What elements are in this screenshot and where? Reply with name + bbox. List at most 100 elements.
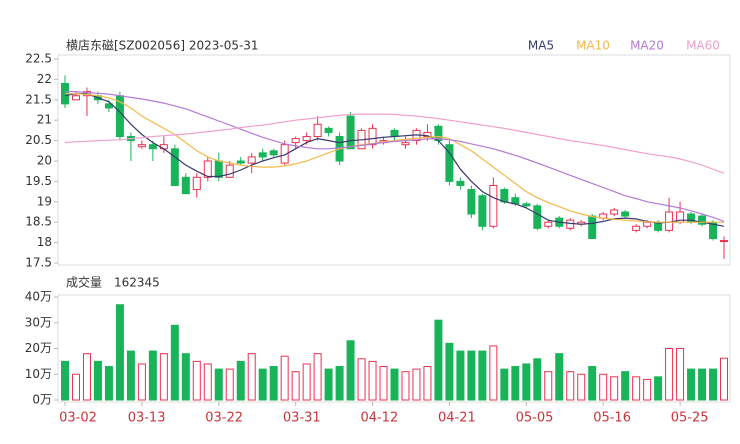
volume-bar <box>214 368 223 401</box>
y-tick-label: 17.5 <box>25 256 52 270</box>
volume-bar <box>302 363 311 401</box>
volume-bar <box>654 376 663 401</box>
y-tick-label: 22 <box>37 72 52 86</box>
volume-bar <box>445 342 454 401</box>
volume-bar <box>522 363 531 401</box>
y-tick-label: 20万 <box>25 341 52 355</box>
candle-body <box>71 95 80 101</box>
volume-bar <box>181 353 190 401</box>
y-tick-label: 30万 <box>25 315 52 329</box>
volume-bar <box>676 348 685 401</box>
ma-line <box>64 113 725 174</box>
candle-body <box>324 127 333 133</box>
candle-body <box>203 160 212 178</box>
volume-bar <box>148 350 157 401</box>
volume-bar <box>192 360 201 401</box>
candle-body <box>533 205 542 229</box>
y-tick-label: 18 <box>37 235 52 249</box>
volume-bar <box>401 371 410 401</box>
x-tick-label: 03-02 <box>59 411 97 426</box>
volume-bar <box>588 366 597 401</box>
volume-bar <box>632 376 641 401</box>
candle-body <box>368 127 377 146</box>
candle-body <box>291 138 300 144</box>
candle-body <box>489 184 498 227</box>
volume-bar <box>709 368 718 401</box>
volume-bar <box>379 366 388 401</box>
candle-body <box>500 189 509 203</box>
x-tick-label: 05-05 <box>516 411 554 426</box>
volume-bar <box>533 358 542 401</box>
candle-body <box>478 195 487 227</box>
volume-bar <box>555 353 564 401</box>
candle-body <box>423 131 432 138</box>
volume-bar <box>280 355 289 401</box>
volume-bar <box>346 340 355 401</box>
y-tick-label: 18.5 <box>25 215 52 229</box>
candle-body <box>544 221 553 227</box>
candle-body <box>148 144 157 150</box>
y-tick-label: 20 <box>37 154 52 168</box>
volume-bar <box>137 363 146 401</box>
legend-label: MA20 <box>630 39 664 53</box>
legend-label: MA10 <box>576 39 610 53</box>
volume-bar <box>434 319 443 401</box>
volume-bar <box>291 371 300 401</box>
legend-label: MA60 <box>686 39 720 53</box>
x-tick-label: 05-16 <box>593 411 631 426</box>
volume-bar <box>225 368 234 401</box>
volume-bar <box>687 368 696 401</box>
chart-title: 横店东磁[SZ002056] 2023-05-31 <box>66 38 259 53</box>
volume-bar <box>643 378 652 401</box>
candle-body <box>192 176 201 191</box>
candle-body <box>401 142 410 146</box>
candle-body <box>610 209 619 215</box>
y-tick-label: 20.5 <box>25 133 52 147</box>
volume-bar <box>698 368 707 401</box>
y-tick-label: 19 <box>37 194 52 208</box>
candle-body <box>170 148 179 186</box>
volume-bar <box>115 304 124 401</box>
volume-bar <box>236 360 245 401</box>
y-tick-label: 21 <box>37 113 52 127</box>
candle-body <box>247 156 256 164</box>
volume-bar <box>412 368 421 401</box>
candle-body <box>720 240 728 243</box>
volume-bar <box>544 371 553 401</box>
candle-body <box>643 221 652 227</box>
volume-bar <box>93 360 102 401</box>
ma-line <box>64 93 725 227</box>
candle-body <box>280 144 289 164</box>
y-tick-label: 40万 <box>25 290 52 304</box>
x-tick-label: 05-25 <box>671 411 709 426</box>
x-tick-label: 03-22 <box>205 411 243 426</box>
candle-body <box>269 150 278 156</box>
volume-bar <box>390 368 399 401</box>
volume-bar <box>478 350 487 401</box>
volume-bar <box>621 371 630 401</box>
candle-body <box>522 203 531 207</box>
candle-body <box>258 152 267 158</box>
candle-body <box>698 215 707 225</box>
volume-bar <box>467 350 476 401</box>
x-tick-label: 03-31 <box>283 411 321 426</box>
x-tick-label: 04-21 <box>438 411 476 426</box>
volume-bar <box>720 357 728 401</box>
candle-body <box>456 180 465 186</box>
candle-body <box>445 144 454 182</box>
y-tick-label: 22.5 <box>25 52 52 66</box>
volume-bar <box>126 350 135 401</box>
volume-bar <box>489 345 498 401</box>
volume-bar <box>665 348 674 401</box>
volume-bar <box>104 366 113 401</box>
x-tick-label: 03-13 <box>128 411 166 426</box>
y-tick-label: 19.5 <box>25 174 52 188</box>
candle-body <box>390 129 399 138</box>
ma-line <box>65 93 724 223</box>
volume-bar <box>247 353 256 401</box>
volume-bar <box>71 373 80 401</box>
ma-line <box>65 91 725 222</box>
candle-body <box>225 164 234 178</box>
volume-bar <box>566 371 575 401</box>
candle-body <box>621 211 630 217</box>
